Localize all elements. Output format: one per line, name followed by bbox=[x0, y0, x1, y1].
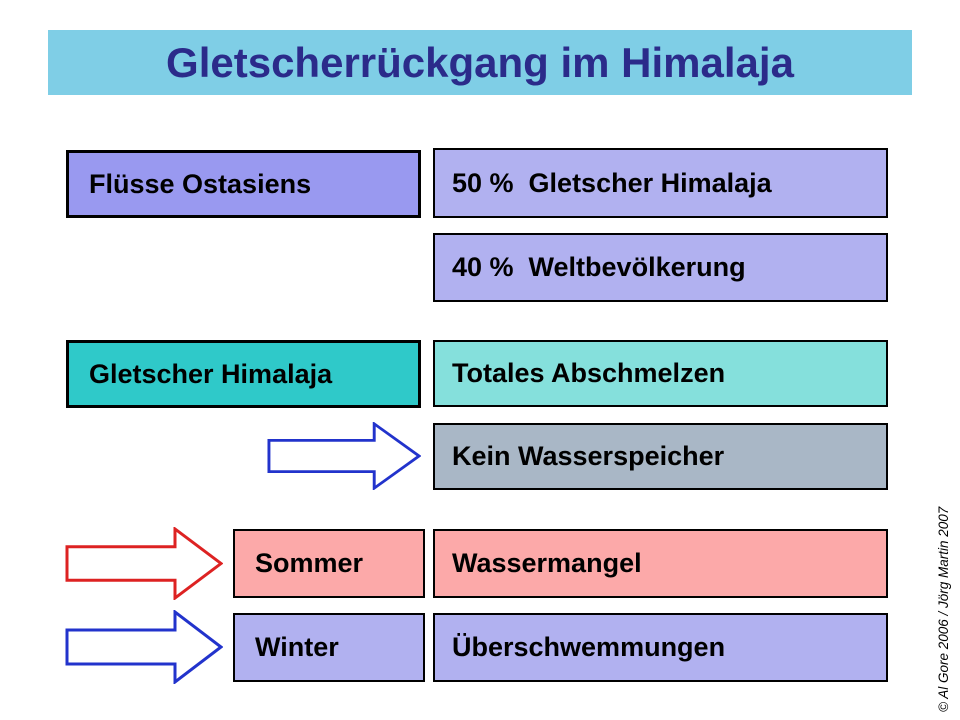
box-40-percent-weltbevoelkerung: 40 % Weltbevölkerung bbox=[433, 233, 888, 302]
box-label: Sommer bbox=[255, 548, 364, 578]
box-label: Gletscher Himalaja bbox=[89, 358, 333, 389]
box-sommer: Sommer bbox=[233, 529, 425, 598]
blue-right-arrow-icon bbox=[65, 610, 223, 684]
box-label: Überschwemmungen bbox=[452, 632, 726, 662]
blue-right-arrow-icon bbox=[267, 422, 421, 490]
box-label: 40 % Weltbevölkerung bbox=[452, 252, 746, 282]
box-label: Flüsse Ostasiens bbox=[89, 168, 312, 199]
box-label: Kein Wasserspeicher bbox=[452, 441, 725, 471]
box-label: 50 % Gletscher Himalaja bbox=[452, 167, 772, 198]
box-50-percent-gletscher: 50 % Gletscher Himalaja bbox=[433, 148, 888, 218]
slide-title-bar: Gletscherrückgang im Himalaja bbox=[48, 30, 912, 95]
box-label: Totales Abschmelzen bbox=[452, 358, 726, 388]
copyright-credit: © Al Gore 2006 / Jörg Martin 2007 bbox=[936, 506, 951, 712]
box-gletscher-himalaja: Gletscher Himalaja bbox=[66, 340, 421, 408]
red-right-arrow-icon bbox=[65, 527, 223, 600]
box-wassermangel: Wassermangel bbox=[433, 529, 888, 598]
box-totales-abschmelzen: Totales Abschmelzen bbox=[433, 340, 888, 407]
box-label: Wassermangel bbox=[452, 548, 642, 578]
box-label: Winter bbox=[255, 632, 339, 662]
box-kein-wasserspeicher: Kein Wasserspeicher bbox=[433, 423, 888, 490]
box-ueberschwemmungen: Überschwemmungen bbox=[433, 613, 888, 682]
box-winter: Winter bbox=[233, 613, 425, 682]
box-fluesse-ostasiens: Flüsse Ostasiens bbox=[66, 150, 421, 218]
slide-title: Gletscherrückgang im Himalaja bbox=[166, 38, 794, 86]
